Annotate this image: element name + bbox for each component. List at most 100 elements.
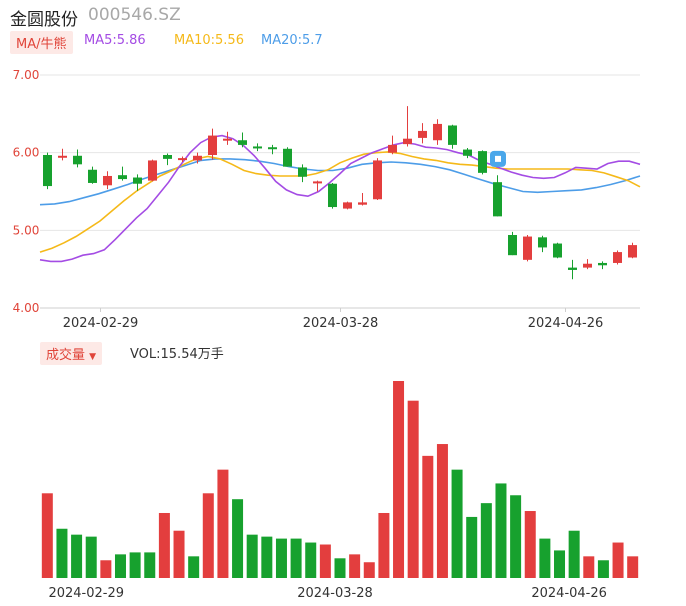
candle <box>283 148 292 167</box>
stock-code: 000546.SZ <box>88 5 181 25</box>
candle <box>313 181 322 184</box>
volume-bar <box>41 493 53 578</box>
candle <box>568 267 577 270</box>
volume-bar <box>56 528 68 578</box>
volume-bar <box>100 560 112 578</box>
ma10-line <box>39 151 641 253</box>
candle <box>88 169 97 183</box>
candle <box>43 154 52 187</box>
volume-value: VOL:15.54万手 <box>130 347 224 362</box>
volume-bar <box>275 538 287 578</box>
candle <box>223 138 232 141</box>
candle <box>178 158 187 161</box>
candle <box>433 123 442 141</box>
x-tick-label: 2024-04-26 <box>528 316 604 331</box>
x-tick-label: 2024-03-28 <box>297 586 373 601</box>
candle <box>328 183 337 208</box>
volume-bar <box>524 511 536 578</box>
candle <box>373 160 382 200</box>
volume-bar <box>597 560 609 578</box>
candle <box>553 243 562 258</box>
candle <box>163 154 172 159</box>
volume-bar <box>232 499 244 578</box>
ma-indicator-button[interactable]: MA/牛熊 <box>10 31 73 54</box>
volume-bar <box>612 542 624 578</box>
candle <box>358 202 367 205</box>
volume-bar <box>363 562 375 578</box>
candle <box>598 262 607 266</box>
volume-bar <box>290 538 302 578</box>
volume-bar <box>422 455 434 578</box>
volume-bar <box>129 552 141 578</box>
volume-bar <box>173 530 185 578</box>
volume-bar <box>71 534 83 578</box>
candle <box>148 160 157 181</box>
candle <box>343 202 352 209</box>
ma10-value: MA10:5.56 <box>174 33 244 48</box>
volume-label: 成交量 <box>46 348 86 363</box>
volume-bar <box>510 495 522 578</box>
y-tick-label: 5.00 <box>13 223 40 237</box>
candle <box>418 130 427 138</box>
candle <box>613 252 622 263</box>
candle <box>193 155 202 161</box>
ma20-value: MA20:5.7 <box>261 33 323 48</box>
volume-bar <box>436 444 448 578</box>
volume-bar-chart[interactable]: 2024-02-29 2024-03-28 2024-04-26 <box>0 370 686 606</box>
x-tick-label: 2024-02-29 <box>48 586 124 601</box>
candle <box>298 167 307 177</box>
candle <box>133 177 142 184</box>
candle <box>268 147 277 150</box>
volume-bar <box>349 554 361 578</box>
volume-bar <box>334 558 346 578</box>
volume-bar <box>568 530 580 578</box>
volume-bar <box>393 381 405 578</box>
volume-bar <box>188 556 200 578</box>
candle <box>463 149 472 156</box>
volume-bar <box>246 534 258 578</box>
candle <box>583 263 592 268</box>
volume-bar <box>85 536 97 578</box>
volume-indicator-dropdown[interactable]: 成交量 ▼ <box>40 342 103 365</box>
candle <box>388 144 397 153</box>
candle <box>538 237 547 248</box>
candle <box>523 236 532 260</box>
candle <box>253 146 262 149</box>
volume-bar <box>378 512 390 578</box>
x-tick-label: 2024-03-28 <box>303 316 379 331</box>
volume-bar <box>407 400 419 578</box>
volume-bar <box>217 469 229 578</box>
volume-bar <box>554 550 566 578</box>
volume-bar <box>305 542 317 578</box>
volume-bar <box>319 544 331 578</box>
volume-bar <box>202 493 214 578</box>
y-tick-label: 4.00 <box>13 301 40 315</box>
candle <box>448 125 457 145</box>
b-badge-icon-glyph <box>495 155 501 162</box>
candle <box>238 140 247 145</box>
volume-bar <box>539 538 551 578</box>
candle <box>403 138 412 145</box>
candle <box>118 175 127 180</box>
y-tick-label: 7.00 <box>13 68 40 82</box>
ma5-value: MA5:5.86 <box>84 33 146 48</box>
volume-bar <box>144 552 156 578</box>
candle <box>103 175 112 186</box>
volume-bar <box>114 554 126 578</box>
volume-bar <box>480 503 492 578</box>
volume-bar <box>451 469 463 578</box>
stock-name: 金圆股份 <box>10 10 78 30</box>
y-tick-label: 6.00 <box>13 146 40 160</box>
ma5-line <box>39 134 641 263</box>
volume-bar <box>627 556 639 578</box>
candle <box>493 182 502 217</box>
candle <box>208 135 217 155</box>
x-tick-label: 2024-04-26 <box>531 586 607 601</box>
volume-bar <box>466 516 478 578</box>
x-tick-label: 2024-02-29 <box>63 316 139 331</box>
price-candlestick-chart[interactable]: 7.00 6.00 5.00 4.00 2024-02-29 2024-03-28 2024… <box>0 60 686 335</box>
candle <box>478 151 487 173</box>
candle <box>58 155 67 158</box>
volume-bar <box>583 556 595 578</box>
candle <box>73 155 82 165</box>
